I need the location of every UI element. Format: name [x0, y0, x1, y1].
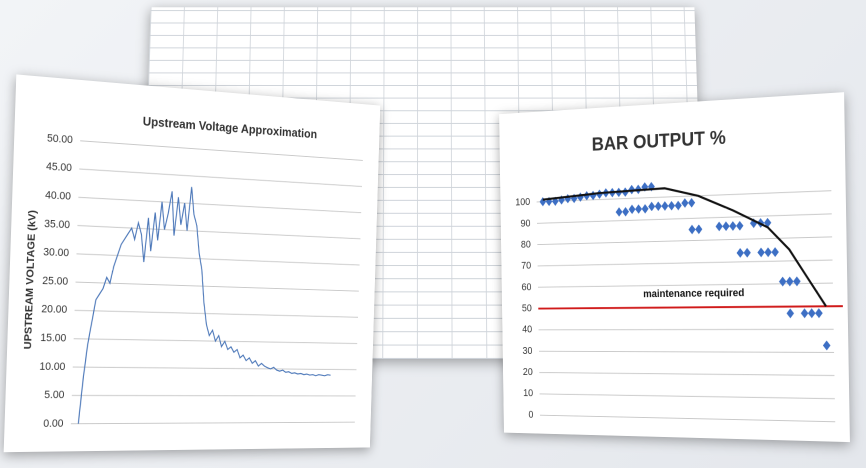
- grid-line: [539, 351, 834, 352]
- data-point: [793, 276, 801, 287]
- data-point: [743, 247, 751, 258]
- data-point: [635, 204, 643, 214]
- grid-line: [78, 197, 361, 212]
- data-point: [688, 224, 696, 235]
- annotation: maintenance required: [643, 288, 744, 300]
- chart: BAR OUTPUT % 0 10 20 30 40 50 60 70 80 90 100 maint…: [515, 126, 850, 442]
- threshold-line: [538, 306, 843, 308]
- y-tick-label: 45.00: [46, 161, 72, 175]
- data-point: [800, 308, 809, 319]
- chart-title: BAR OUTPUT %: [592, 126, 727, 155]
- data-point: [641, 204, 649, 214]
- data-point: [815, 308, 823, 319]
- y-tick-label: 60: [522, 282, 532, 293]
- grid-line: [540, 394, 835, 399]
- data-point: [615, 207, 623, 217]
- data-point: [688, 197, 696, 208]
- data-point: [695, 224, 703, 235]
- grid-line: [540, 415, 835, 422]
- y-tick-label: 15.00: [40, 332, 66, 345]
- data-point: [786, 308, 795, 319]
- data-point: [654, 201, 662, 212]
- data-point: [771, 247, 779, 258]
- y-tick-label: 0.00: [43, 418, 63, 430]
- y-tick-label: 20: [523, 367, 533, 378]
- y-tick-label: 10: [523, 388, 533, 399]
- grid-line: [76, 282, 359, 291]
- data-point: [667, 200, 676, 211]
- data-point: [715, 221, 723, 232]
- y-tick-label: 35.00: [44, 218, 70, 231]
- y-tick-label: 40.00: [45, 189, 71, 202]
- y-tick-label: 5.00: [44, 389, 64, 401]
- y-tick-label: 25.00: [42, 275, 68, 288]
- data-point: [822, 340, 831, 351]
- data-point: [764, 247, 772, 258]
- grid-line: [80, 141, 363, 161]
- data-point: [628, 204, 636, 215]
- grid-line: [538, 260, 833, 266]
- y-tick-label: 50: [522, 303, 532, 314]
- y-tick-label: 100: [515, 197, 530, 208]
- grid-line: [537, 237, 832, 245]
- grid-line: [77, 226, 360, 239]
- data-point: [785, 276, 794, 287]
- y-tick-label: 70: [521, 261, 531, 272]
- grid-line: [539, 329, 834, 330]
- data-point: [564, 193, 572, 204]
- y-tick-label: 50.00: [47, 132, 73, 146]
- y-tick-label: 80: [521, 240, 531, 251]
- grid-line: [539, 373, 834, 376]
- voltage-chart-card: Upstream Voltage Approximation UPSTREAM …: [3, 74, 381, 453]
- grid-line: [75, 310, 358, 317]
- y-tick-label: 10.00: [39, 361, 65, 373]
- data-point: [807, 308, 816, 319]
- data-point: [757, 247, 765, 258]
- data-point: [681, 198, 689, 208]
- data-point: [736, 220, 744, 231]
- grid-line: [537, 214, 832, 223]
- y-tick-label: 40: [522, 325, 532, 336]
- grid-line: [79, 169, 362, 187]
- y-tick-label: 20.00: [41, 303, 67, 316]
- y-tick-label: 90: [521, 218, 531, 229]
- grid-line: [73, 367, 357, 370]
- data-point: [622, 206, 630, 217]
- data-point: [778, 276, 787, 287]
- y-axis-label: UPSTREAM VOLTAGE (kV): [22, 209, 38, 349]
- y-tick-label: 30.00: [43, 246, 69, 259]
- bar-output-card: BAR OUTPUT % 0 10 20 30 40 50 60 70 80 90 100 maint…: [499, 92, 850, 443]
- voltage-line: [78, 181, 336, 424]
- data-point: [729, 221, 737, 231]
- grid-line: [72, 395, 356, 396]
- data-point: [589, 190, 597, 201]
- grid-line: [76, 254, 359, 265]
- grid-line: [71, 422, 355, 424]
- data-point: [648, 201, 656, 212]
- chart-title: Upstream Voltage Approximation: [143, 113, 318, 141]
- data-point: [674, 200, 682, 211]
- y-tick-label: 0: [528, 410, 533, 421]
- chart: Upstream Voltage Approximation UPSTREAM …: [22, 113, 381, 430]
- data-point: [722, 221, 730, 232]
- data-point: [661, 201, 669, 211]
- y-tick-label: 30: [522, 346, 532, 357]
- data-point: [736, 247, 744, 258]
